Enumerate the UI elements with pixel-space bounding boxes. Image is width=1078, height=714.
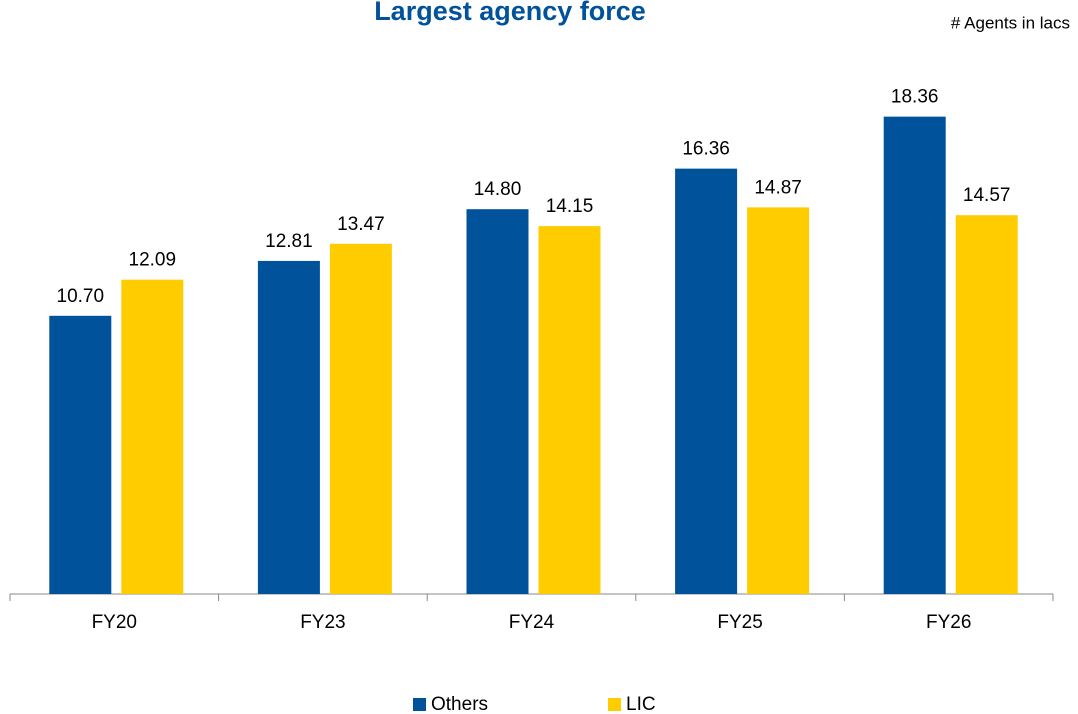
bar bbox=[329, 243, 392, 594]
bar bbox=[257, 260, 320, 594]
value-label: 12.09 bbox=[129, 250, 177, 271]
value-label: 14.87 bbox=[754, 177, 802, 198]
chart-title: Largest agency force bbox=[374, 0, 646, 26]
value-label: 14.15 bbox=[546, 196, 594, 217]
bar bbox=[955, 215, 1018, 594]
annotation: # Agents in lacs bbox=[951, 13, 1070, 32]
x-tick-label: FY23 bbox=[300, 612, 345, 633]
bar bbox=[675, 168, 738, 594]
bar bbox=[49, 315, 112, 594]
value-label: 14.80 bbox=[474, 179, 522, 200]
x-tick-label: FY24 bbox=[509, 612, 555, 633]
value-label: 14.57 bbox=[963, 185, 1011, 206]
x-tick-label: FY20 bbox=[92, 612, 137, 633]
value-label: 10.70 bbox=[57, 286, 105, 307]
bar bbox=[538, 226, 601, 594]
bar bbox=[466, 209, 529, 594]
legend-swatch bbox=[608, 698, 621, 711]
value-label: 12.81 bbox=[265, 231, 313, 252]
legend-label: LIC bbox=[626, 694, 656, 714]
bar bbox=[883, 116, 946, 594]
bar bbox=[747, 207, 810, 594]
x-tick-label: FY25 bbox=[717, 612, 762, 633]
x-tick-label: FY26 bbox=[926, 612, 971, 633]
value-label: 13.47 bbox=[337, 214, 385, 235]
bar bbox=[121, 279, 184, 594]
value-label: 18.36 bbox=[891, 87, 939, 108]
value-label: 16.36 bbox=[682, 139, 730, 160]
legend-swatch bbox=[413, 698, 426, 711]
legend-label: Others bbox=[431, 694, 488, 714]
